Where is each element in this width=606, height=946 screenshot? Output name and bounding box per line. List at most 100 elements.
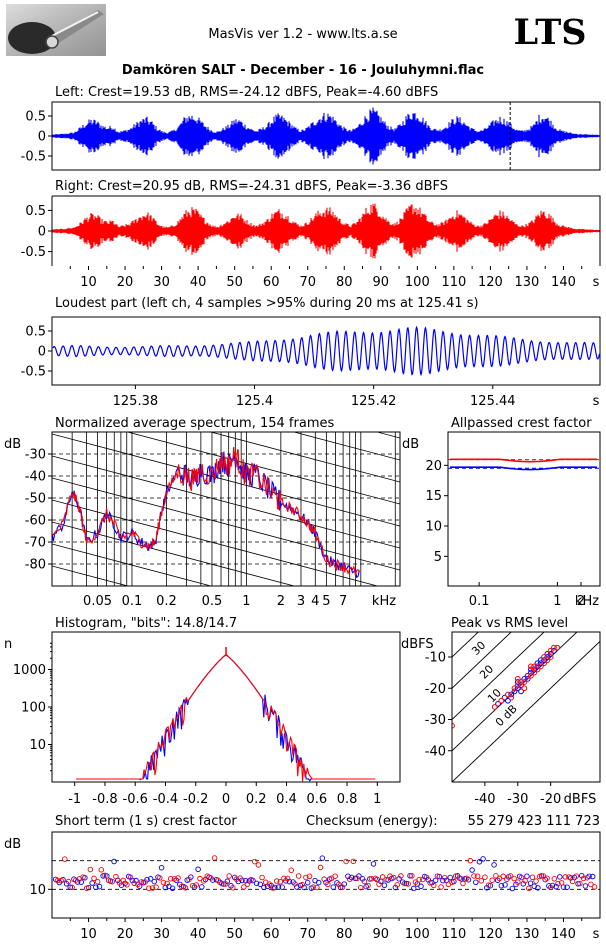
histogram-ytick-label: 10 <box>29 738 46 753</box>
peak-rms-left-point <box>521 675 528 682</box>
histogram-ytick-label: 1000 <box>13 663 46 678</box>
allpass-ytick-label: 15 <box>425 489 442 504</box>
short-term-right-point <box>325 881 331 888</box>
right-tick-label: 0 <box>38 225 46 240</box>
peak-rms-right-point <box>521 685 528 692</box>
peak-rms-left-point <box>534 663 541 670</box>
histogram-xtick-label: -0.2 <box>183 792 208 807</box>
spectrum-xtick-label: 3 <box>297 594 305 609</box>
short-term-right-point <box>186 876 192 883</box>
peak-rms-right-point <box>554 644 561 651</box>
short-term-right-point <box>343 858 349 865</box>
short-term-left-point <box>67 884 74 891</box>
short-term-left-point <box>319 855 326 861</box>
short-term-right-point <box>526 885 532 892</box>
histogram-xtick-label: -0.8 <box>92 792 117 807</box>
spectrum-slope-line <box>52 455 400 549</box>
short-term-right-point <box>412 879 419 885</box>
short-term-left-point <box>96 883 103 890</box>
short-term-right-point <box>372 875 379 882</box>
spectrum-unit-label: kHz <box>372 594 396 609</box>
short-term-right-point <box>241 884 247 890</box>
spectrum-slope-line <box>52 521 296 586</box>
short-term-right-point <box>62 856 68 862</box>
short-term-right-point <box>405 881 411 887</box>
short-term-right-point <box>416 876 422 883</box>
short-term-left-point <box>93 884 99 890</box>
short-term-right-point <box>431 882 437 889</box>
short-term-left-point <box>275 884 282 890</box>
spectrum-slope-line <box>52 632 400 724</box>
peak-rms-right-point <box>547 647 554 654</box>
peak-rms-right-point <box>521 679 528 685</box>
peak-rms-crest-label: 30 <box>469 639 488 658</box>
short-term-ytick-label: 10 <box>29 883 46 898</box>
peak-rms-left-point <box>544 650 551 657</box>
histogram-right-curve <box>76 654 376 782</box>
short-term-right-point <box>387 873 393 879</box>
peak-rms-crest-label: 40 <box>461 615 480 634</box>
right-plot-frame <box>51 195 601 266</box>
loudest-tick-label: 125.44 <box>470 394 516 409</box>
time-tick-label: 120 <box>478 275 503 290</box>
short-term-right-point <box>336 881 342 888</box>
short-term-right-point <box>135 881 141 888</box>
time-tick-label: 80 <box>336 275 353 290</box>
short-term-left-point <box>199 884 205 890</box>
spectrum-right-trace <box>52 446 360 576</box>
short-term-right-point <box>591 884 598 890</box>
short-term-right-point <box>547 884 554 891</box>
short-term-right-point <box>383 876 390 883</box>
time-tick-label: 20 <box>117 275 134 290</box>
peak-rms-right-point <box>524 672 531 679</box>
short-term-right-point <box>69 884 75 891</box>
left-title: Left: Crest=19.53 dB, RMS=-24.12 dBFS, P… <box>55 85 438 100</box>
short-term-right-point <box>244 881 251 887</box>
horn-photo-icon <box>6 4 106 56</box>
time-unit-label: s <box>593 275 600 290</box>
peak-rms-title: Peak vs RMS level <box>451 616 568 631</box>
peak-rms-ytick-label: -10 <box>425 651 446 666</box>
peak-rms-left-point <box>514 679 521 685</box>
short-term-right-point <box>160 879 167 886</box>
short-term-right-point <box>460 880 466 887</box>
peak-rms-right-point <box>505 691 511 698</box>
short-term-right-point <box>368 875 375 882</box>
short-term-left-point <box>279 884 285 890</box>
histogram-ytick-label: 100 <box>21 701 46 716</box>
short-term-left-point <box>315 879 322 886</box>
short-term-right-point <box>120 877 126 884</box>
short-term-right-point <box>303 874 309 881</box>
short-term-xtick-label: 30 <box>153 927 170 942</box>
short-term-left-point <box>589 873 596 880</box>
short-term-right-point <box>350 858 357 865</box>
short-term-right-point <box>427 880 433 886</box>
peak-rms-left-point <box>528 666 534 673</box>
short-term-right-point <box>211 855 218 861</box>
short-term-right-point <box>409 873 415 879</box>
peak-rms-right-point <box>498 697 505 704</box>
short-term-right-point <box>504 876 510 883</box>
short-term-right-point <box>127 874 134 881</box>
loudest-tick-label: 0.5 <box>25 325 46 340</box>
short-term-right-point <box>233 876 240 882</box>
short-term-right-point <box>149 885 156 891</box>
loudest-tick-label: 125.4 <box>236 394 273 409</box>
short-term-left-point <box>524 873 530 879</box>
peak-rms-crest-line <box>452 640 600 782</box>
short-term-left-point <box>158 864 165 871</box>
time-tick-label: 10 <box>80 275 97 290</box>
allpass-ytick-label: 20 <box>425 459 442 474</box>
spectrum-slope-line <box>52 499 379 586</box>
short-term-right-point <box>215 877 221 884</box>
histogram-xtick-label: -0.4 <box>153 792 178 807</box>
peak-rms-right-point <box>528 672 534 679</box>
short-term-right-point <box>482 874 488 880</box>
short-term-right-point <box>197 875 203 882</box>
short-term-right-point <box>317 864 324 871</box>
short-term-right-point <box>507 873 514 879</box>
peak-rms-left-point <box>531 666 538 673</box>
right-tick-label: -0.5 <box>21 245 46 260</box>
peak-rms-left-point <box>501 694 508 701</box>
